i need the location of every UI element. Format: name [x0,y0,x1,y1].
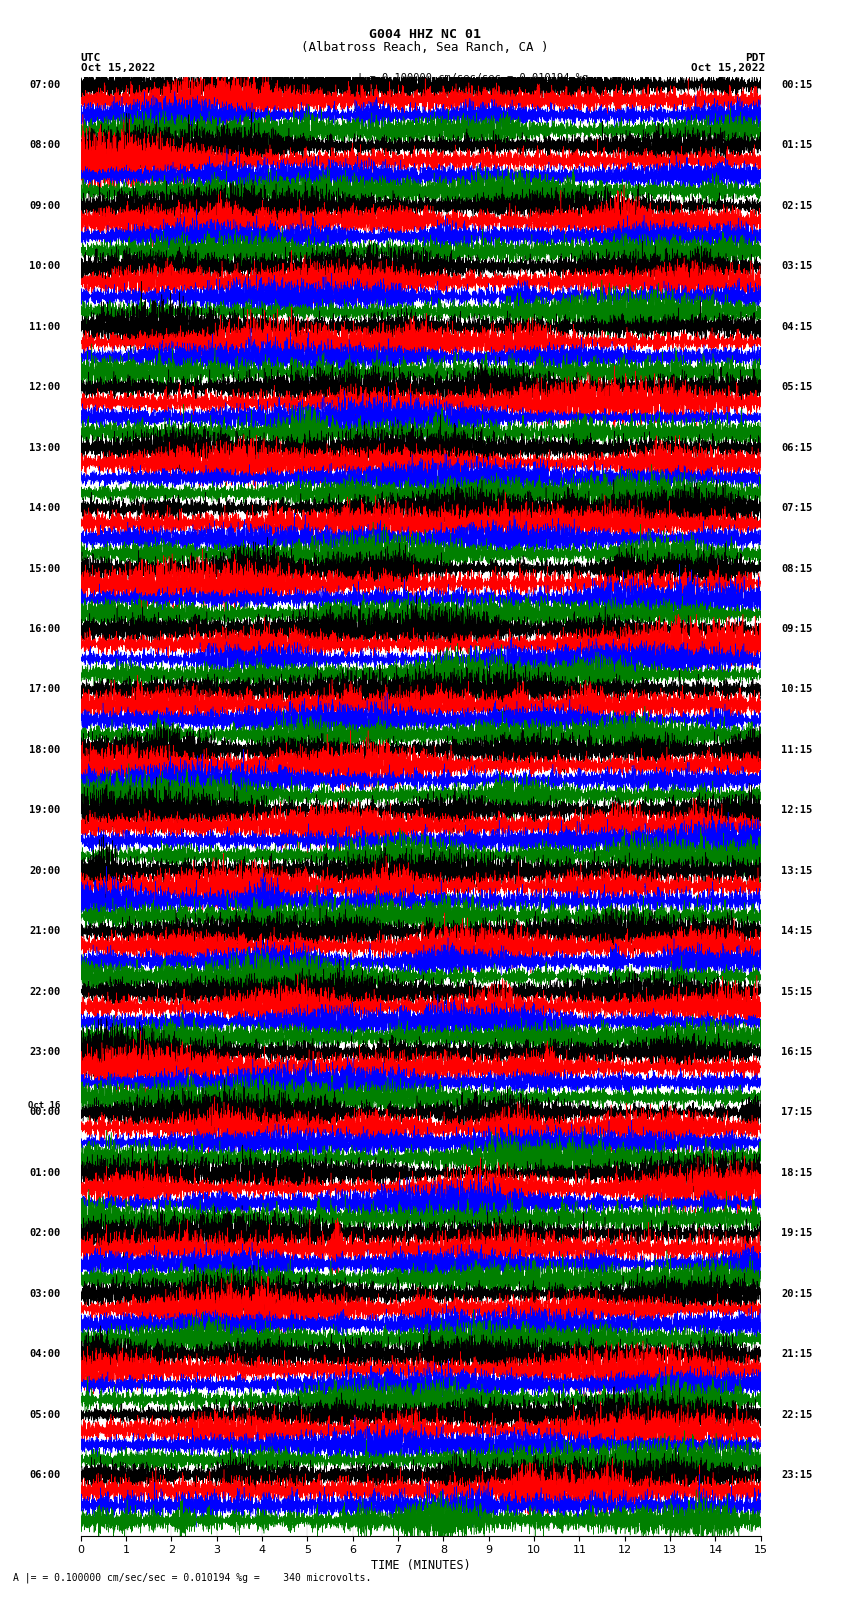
Text: 03:00: 03:00 [29,1289,60,1298]
Text: 23:15: 23:15 [781,1469,813,1481]
Text: 12:15: 12:15 [781,805,813,815]
Text: 12:00: 12:00 [29,382,60,392]
Text: 00:15: 00:15 [781,81,813,90]
Text: 01:00: 01:00 [29,1168,60,1177]
Text: 17:15: 17:15 [781,1108,813,1118]
Text: 23:00: 23:00 [29,1047,60,1057]
Text: 07:15: 07:15 [781,503,813,513]
Text: 22:00: 22:00 [29,987,60,997]
Text: 13:15: 13:15 [781,866,813,876]
Text: 18:00: 18:00 [29,745,60,755]
Text: PDT: PDT [745,53,765,63]
Text: G004 HHZ NC 01: G004 HHZ NC 01 [369,27,481,42]
Text: 14:00: 14:00 [29,503,60,513]
Text: 21:00: 21:00 [29,926,60,936]
X-axis label: TIME (MINUTES): TIME (MINUTES) [371,1560,471,1573]
Text: 06:00: 06:00 [29,1469,60,1481]
Text: 08:15: 08:15 [781,563,813,574]
Text: 20:00: 20:00 [29,866,60,876]
Text: Oct 15,2022: Oct 15,2022 [81,63,155,73]
Text: 20:15: 20:15 [781,1289,813,1298]
Text: 05:15: 05:15 [781,382,813,392]
Text: 08:00: 08:00 [29,140,60,150]
Text: 11:15: 11:15 [781,745,813,755]
Text: 21:15: 21:15 [781,1348,813,1360]
Text: 19:15: 19:15 [781,1229,813,1239]
Text: Oct 16: Oct 16 [28,1102,60,1110]
Text: 05:00: 05:00 [29,1410,60,1419]
Text: 14:15: 14:15 [781,926,813,936]
Text: 16:00: 16:00 [29,624,60,634]
Text: 15:00: 15:00 [29,563,60,574]
Text: 16:15: 16:15 [781,1047,813,1057]
Text: Oct 15,2022: Oct 15,2022 [691,63,765,73]
Text: 03:15: 03:15 [781,261,813,271]
Text: 11:00: 11:00 [29,321,60,332]
Text: 00:00: 00:00 [29,1108,60,1118]
Text: 19:00: 19:00 [29,805,60,815]
Text: 22:15: 22:15 [781,1410,813,1419]
Text: 15:15: 15:15 [781,987,813,997]
Text: 10:15: 10:15 [781,684,813,694]
Text: | = 0.100000 cm/sec/sec = 0.010194 %g: | = 0.100000 cm/sec/sec = 0.010194 %g [357,73,588,82]
Text: 13:00: 13:00 [29,442,60,453]
Text: 18:15: 18:15 [781,1168,813,1177]
Text: 06:15: 06:15 [781,442,813,453]
Text: 09:00: 09:00 [29,202,60,211]
Text: A |= = 0.100000 cm/sec/sec = 0.010194 %g =    340 microvolts.: A |= = 0.100000 cm/sec/sec = 0.010194 %g… [13,1573,371,1582]
Text: 01:15: 01:15 [781,140,813,150]
Text: 02:15: 02:15 [781,202,813,211]
Text: 04:15: 04:15 [781,321,813,332]
Text: 09:15: 09:15 [781,624,813,634]
Text: 17:00: 17:00 [29,684,60,694]
Text: 07:00: 07:00 [29,81,60,90]
Text: UTC: UTC [81,53,101,63]
Text: 10:00: 10:00 [29,261,60,271]
Text: (Albatross Reach, Sea Ranch, CA ): (Albatross Reach, Sea Ranch, CA ) [301,40,549,55]
Text: 02:00: 02:00 [29,1229,60,1239]
Text: 04:00: 04:00 [29,1348,60,1360]
